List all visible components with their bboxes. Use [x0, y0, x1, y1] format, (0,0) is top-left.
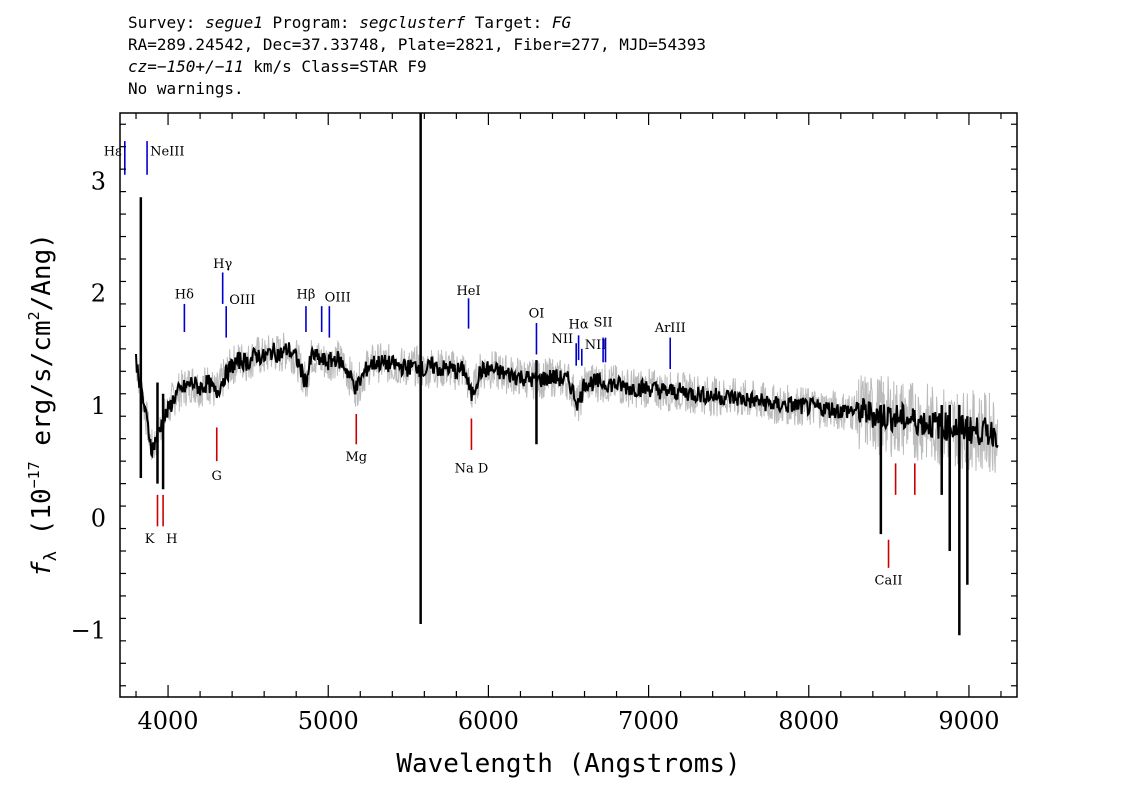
- emission-line-label-2: Hδ: [175, 287, 194, 302]
- y-tick-label: −1: [71, 617, 106, 645]
- x-tick-label: 9000: [938, 707, 999, 735]
- emission-line-label-11: Hα: [569, 318, 589, 333]
- absorption-line-label-4: Na D: [455, 461, 489, 476]
- ylabel-unit-exponent: 2: [25, 311, 43, 320]
- y-axis-ticks: −1 0 1 2 3: [71, 123, 1017, 687]
- absorption-line-label-3: Mg: [345, 450, 367, 465]
- x-tick-label: 5000: [298, 707, 359, 735]
- y-tick-label: 1: [91, 392, 106, 420]
- ylabel-symbol: f: [27, 561, 57, 577]
- y-tick-label: 0: [91, 504, 106, 532]
- ylabel-unit: erg/s/cm: [27, 320, 57, 461]
- emission-line-label-5: Hβ: [297, 287, 316, 302]
- ylabel-prefix: (10: [27, 488, 57, 551]
- emission-line-label-8: HeI: [456, 284, 480, 299]
- header-line-survey: Survey: segue1 Program: segclusterf Targ…: [128, 12, 706, 34]
- absorption-line-label-2: G: [212, 469, 222, 484]
- emission-line-label-1: NeIII: [150, 145, 184, 160]
- ylabel-subscript: λ: [41, 551, 61, 561]
- header-line-redshift: cz=−150+/−11 km/s Class=STAR F9: [128, 56, 706, 78]
- emission-line-label-12: NII: [585, 338, 607, 353]
- noise-trace: [135, 332, 999, 473]
- header-line-coordinates: RA=289.24542, Dec=37.33748, Plate=2821, …: [128, 35, 706, 54]
- emission-line-label-3: Hγ: [213, 257, 232, 272]
- flux-trace: [135, 342, 999, 459]
- absorption-line-markers: K H G Mg Na D CaII: [145, 413, 916, 589]
- flux-series: [135, 113, 999, 636]
- emission-line-label-10: NII: [552, 332, 574, 347]
- y-tick-label: 2: [91, 280, 106, 308]
- emission-line-label-6: OIII: [325, 291, 351, 306]
- noise-series: [135, 332, 999, 473]
- ylabel-exponent: −17: [25, 461, 43, 488]
- x-tick-label: 7000: [618, 707, 679, 735]
- x-tick-label: 6000: [458, 707, 519, 735]
- header-line-warnings: No warnings.: [128, 79, 244, 98]
- cz-key: cz: [128, 57, 148, 76]
- target-key: Target:: [465, 13, 552, 32]
- absorption-line-label-5: CaII: [875, 574, 903, 589]
- x-tick-label: 4000: [138, 707, 199, 735]
- emission-line-label-9: OI: [529, 306, 545, 321]
- survey-key: Survey:: [128, 13, 206, 32]
- target-value: FG: [551, 13, 572, 32]
- class-text: km/s Class=STAR F9: [243, 57, 427, 76]
- x-tick-label: 8000: [778, 707, 839, 735]
- y-tick-label: 3: [91, 167, 106, 195]
- survey-value: segue1: [205, 13, 263, 32]
- absorption-line-label-1: H: [166, 532, 177, 547]
- emission-line-label-15: ArIII: [654, 321, 686, 336]
- emission-line-label-0: Hε: [104, 145, 122, 160]
- x-axis-label: Wavelength (Angstroms): [396, 749, 740, 779]
- program-value: segclusterf: [359, 13, 466, 32]
- ylabel-suffix: /Ang): [27, 233, 57, 311]
- spectrum-header: Survey: segue1 Program: segclusterf Targ…: [128, 12, 706, 100]
- absorption-line-label-0: K: [145, 532, 155, 547]
- cz-value: =−150+/−11: [147, 57, 244, 76]
- emission-line-label-4: OIII: [229, 293, 255, 308]
- y-axis-label: fλ (10−17 erg/s/cm2/Ang): [25, 233, 61, 577]
- x-axis-ticks: 4000 5000 6000 7000 8000 9000: [135, 113, 1002, 735]
- plot-frame: [119, 112, 1018, 698]
- emission-line-label-13: SII: [594, 315, 613, 330]
- program-key: Program:: [262, 13, 360, 32]
